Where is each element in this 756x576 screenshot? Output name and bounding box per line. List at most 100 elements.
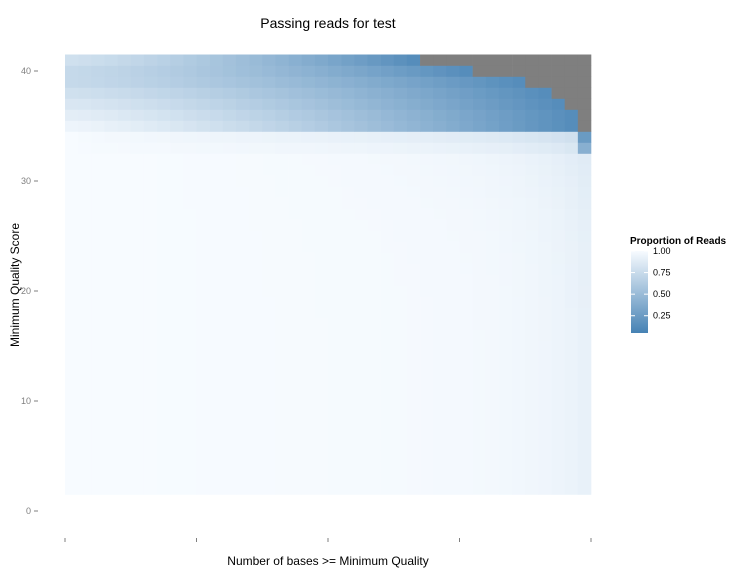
heatmap-cell [301,373,316,385]
heatmap-cell [91,461,105,473]
heatmap-cell [222,120,237,132]
heatmap-cell [512,208,526,220]
heatmap-cell [170,175,184,187]
heatmap-cell [91,472,105,484]
heatmap-cell [262,219,276,231]
heatmap-cell [564,131,579,143]
heatmap-cell [196,208,210,220]
heatmap-cell [104,54,118,66]
heatmap-cell [288,208,302,220]
heatmap-cell [143,329,158,341]
heatmap-cell [498,296,513,308]
heatmap-cell [538,54,552,66]
heatmap-cell [157,285,171,297]
heatmap-cell [78,219,92,231]
heatmap-cell [459,461,473,473]
heatmap-cell [183,274,197,286]
heatmap-cell [196,109,210,121]
heatmap-cell [275,131,289,143]
heatmap-cell [314,483,329,495]
heatmap-cell [420,164,434,176]
heatmap-cell [143,428,158,440]
heatmap-cell [130,395,145,407]
heatmap-cell [472,285,487,297]
heatmap-cell [275,120,289,132]
heatmap-cell [91,274,105,286]
heatmap-cell [380,120,395,132]
heatmap-cell [91,87,105,99]
heatmap-cell [393,329,408,341]
heatmap-cell [420,142,434,154]
heatmap-cell [472,54,487,66]
heatmap-cell [288,340,302,352]
heatmap-cell [393,219,408,231]
heatmap-cell [262,483,276,495]
heatmap-cell [196,131,210,143]
legend-title: Proportion of Reads [630,236,727,247]
heatmap-cell [222,461,237,473]
heatmap-cell [367,373,381,385]
heatmap-cell [117,230,132,242]
heatmap-cell [525,384,539,396]
heatmap-cell [275,450,289,462]
heatmap-cell [157,296,171,308]
heatmap-cell [564,208,579,220]
heatmap-cell [538,417,552,429]
heatmap-cell [196,384,210,396]
heatmap-cell [104,208,118,220]
heatmap-cell [183,362,197,374]
heatmap-cell [65,219,79,231]
heatmap-cell [130,274,145,286]
heatmap-cell [130,483,145,495]
heatmap-cell [104,472,118,484]
heatmap-cell [485,428,500,440]
heatmap-cell [183,296,197,308]
heatmap-cell [446,307,460,319]
heatmap-cell [485,274,500,286]
heatmap-cell [564,274,579,286]
heatmap-cell [577,373,592,385]
heatmap-cell [314,208,329,220]
heatmap-cell [196,120,210,132]
heatmap-cell [459,164,473,176]
heatmap-cell [314,450,329,462]
heatmap-cell [65,109,79,121]
heatmap-cell [78,109,92,121]
heatmap-cell [157,175,171,187]
heatmap-cell [157,109,171,121]
heatmap-cell [65,131,79,143]
heatmap-cell [91,219,105,231]
heatmap-cell [512,175,526,187]
heatmap-cell [472,318,487,330]
heatmap-cell [209,197,224,209]
heatmap-cell [577,296,592,308]
heatmap-cell [104,98,118,110]
heatmap-cell [78,406,92,418]
legend-colorbar [631,251,648,333]
heatmap-cell [485,362,500,374]
heatmap-cell [262,417,276,429]
heatmap-cell [78,120,92,132]
heatmap-cell [143,241,158,253]
heatmap-cell [485,384,500,396]
heatmap-cell [249,274,263,286]
heatmap-cell [525,153,539,165]
heatmap-cell [143,340,158,352]
heatmap-cell [485,54,500,66]
heatmap-cell [157,219,171,231]
heatmap-cell [249,329,263,341]
heatmap-cell [143,373,158,385]
heatmap-cell [354,483,368,495]
heatmap-cell [341,351,355,363]
heatmap-cell [314,318,329,330]
heatmap-cell [551,98,565,110]
heatmap-cell [341,241,355,253]
heatmap-cell [275,252,289,264]
heatmap-cell [551,406,565,418]
heatmap-cell [551,307,565,319]
heatmap-cell [301,274,316,286]
heatmap-cell [406,406,421,418]
heatmap-cell [78,340,92,352]
heatmap-cell [262,384,276,396]
heatmap-cell [446,175,460,187]
